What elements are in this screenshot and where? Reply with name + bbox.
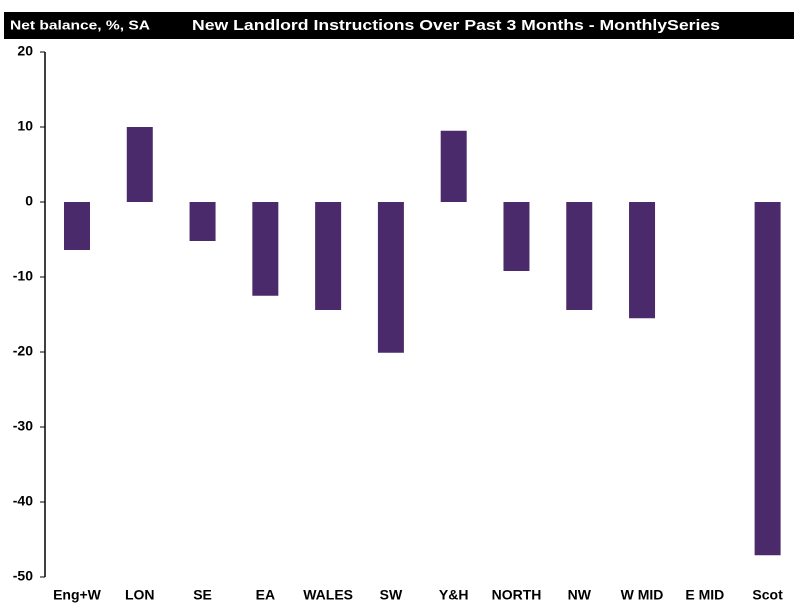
bar [63, 202, 90, 250]
x-tick-label: NORTH [492, 587, 542, 603]
x-tick-label: NW [568, 587, 592, 603]
chart-subtitle: Net balance, %, SA [10, 17, 151, 32]
x-tick-label: LON [125, 587, 155, 603]
x-tick-label: Scot [752, 587, 783, 603]
x-tick-label: SE [193, 587, 212, 603]
y-tick-label: -10 [13, 268, 33, 284]
bar [440, 130, 467, 202]
bar [315, 202, 342, 310]
x-tick-label: W MID [621, 587, 664, 603]
y-tick-label: -40 [13, 493, 33, 509]
y-tick-label: -50 [13, 568, 33, 584]
chart-title: New Landlord Instructions Over Past 3 Mo… [192, 17, 720, 34]
x-tick-label: Y&H [439, 587, 469, 603]
bar [503, 202, 530, 271]
bar [754, 202, 781, 556]
x-tick-label: Eng+W [53, 587, 102, 603]
bar [189, 202, 216, 241]
bar [566, 202, 593, 310]
header-bar [4, 12, 794, 39]
bar [252, 202, 279, 296]
x-tick-label: WALES [303, 587, 353, 603]
x-tick-label: E MID [685, 587, 724, 603]
x-tick-label: EA [256, 587, 275, 603]
x-tick-label: SW [380, 587, 403, 603]
y-tick-label: -20 [13, 343, 33, 359]
y-tick-label: 0 [25, 193, 33, 209]
bar [126, 127, 153, 202]
y-tick-label: 10 [17, 118, 33, 134]
y-tick-label: -30 [13, 418, 33, 434]
bar [377, 202, 404, 353]
bar [629, 202, 656, 319]
y-tick-label: 20 [17, 43, 33, 59]
